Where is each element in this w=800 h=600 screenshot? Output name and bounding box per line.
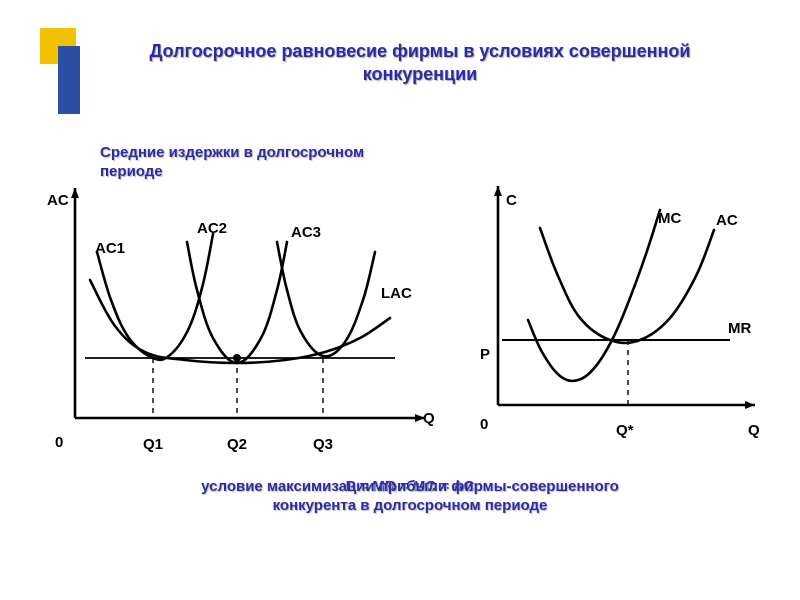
- decor-rect-blue: [58, 46, 80, 114]
- chart-lac: LACAC1AC2AC3Q1Q2Q3ACQ0: [45, 180, 445, 440]
- chart-mc-ac: MC AC MR P Q* C Q 0: [470, 180, 770, 440]
- label-q: Q: [423, 410, 435, 427]
- chart-lac-svg: [45, 180, 445, 440]
- label-q1: Q1: [143, 436, 163, 453]
- label-mc: MC: [658, 210, 681, 227]
- slide-subtitle: Средние издержки в долгосрочном периоде: [100, 144, 420, 182]
- label-ac2: AC2: [197, 220, 227, 237]
- label-q3: Q3: [313, 436, 333, 453]
- label-c: C: [506, 192, 517, 209]
- label-ac1: AC1: [95, 240, 125, 257]
- footer-caption: условие максимизации прибыли фирмы-совер…: [180, 478, 640, 516]
- label-ac3: AC3: [291, 224, 321, 241]
- label-p: P: [480, 346, 490, 363]
- label-ac: AC: [716, 212, 738, 229]
- label-0: 0: [55, 434, 63, 451]
- label-lac: LAC: [381, 285, 412, 302]
- label-q2: Q2: [227, 436, 247, 453]
- label-ac: AC: [47, 192, 69, 209]
- label-q: Q: [748, 422, 760, 439]
- label-q*: Q*: [616, 422, 634, 439]
- label-mr: MR: [728, 320, 751, 337]
- slide: Долгосрочное равновесие фирмы в условиях…: [0, 0, 800, 600]
- label-0: 0: [480, 416, 488, 433]
- slide-title: Долгосрочное равновесие фирмы в условиях…: [140, 40, 700, 85]
